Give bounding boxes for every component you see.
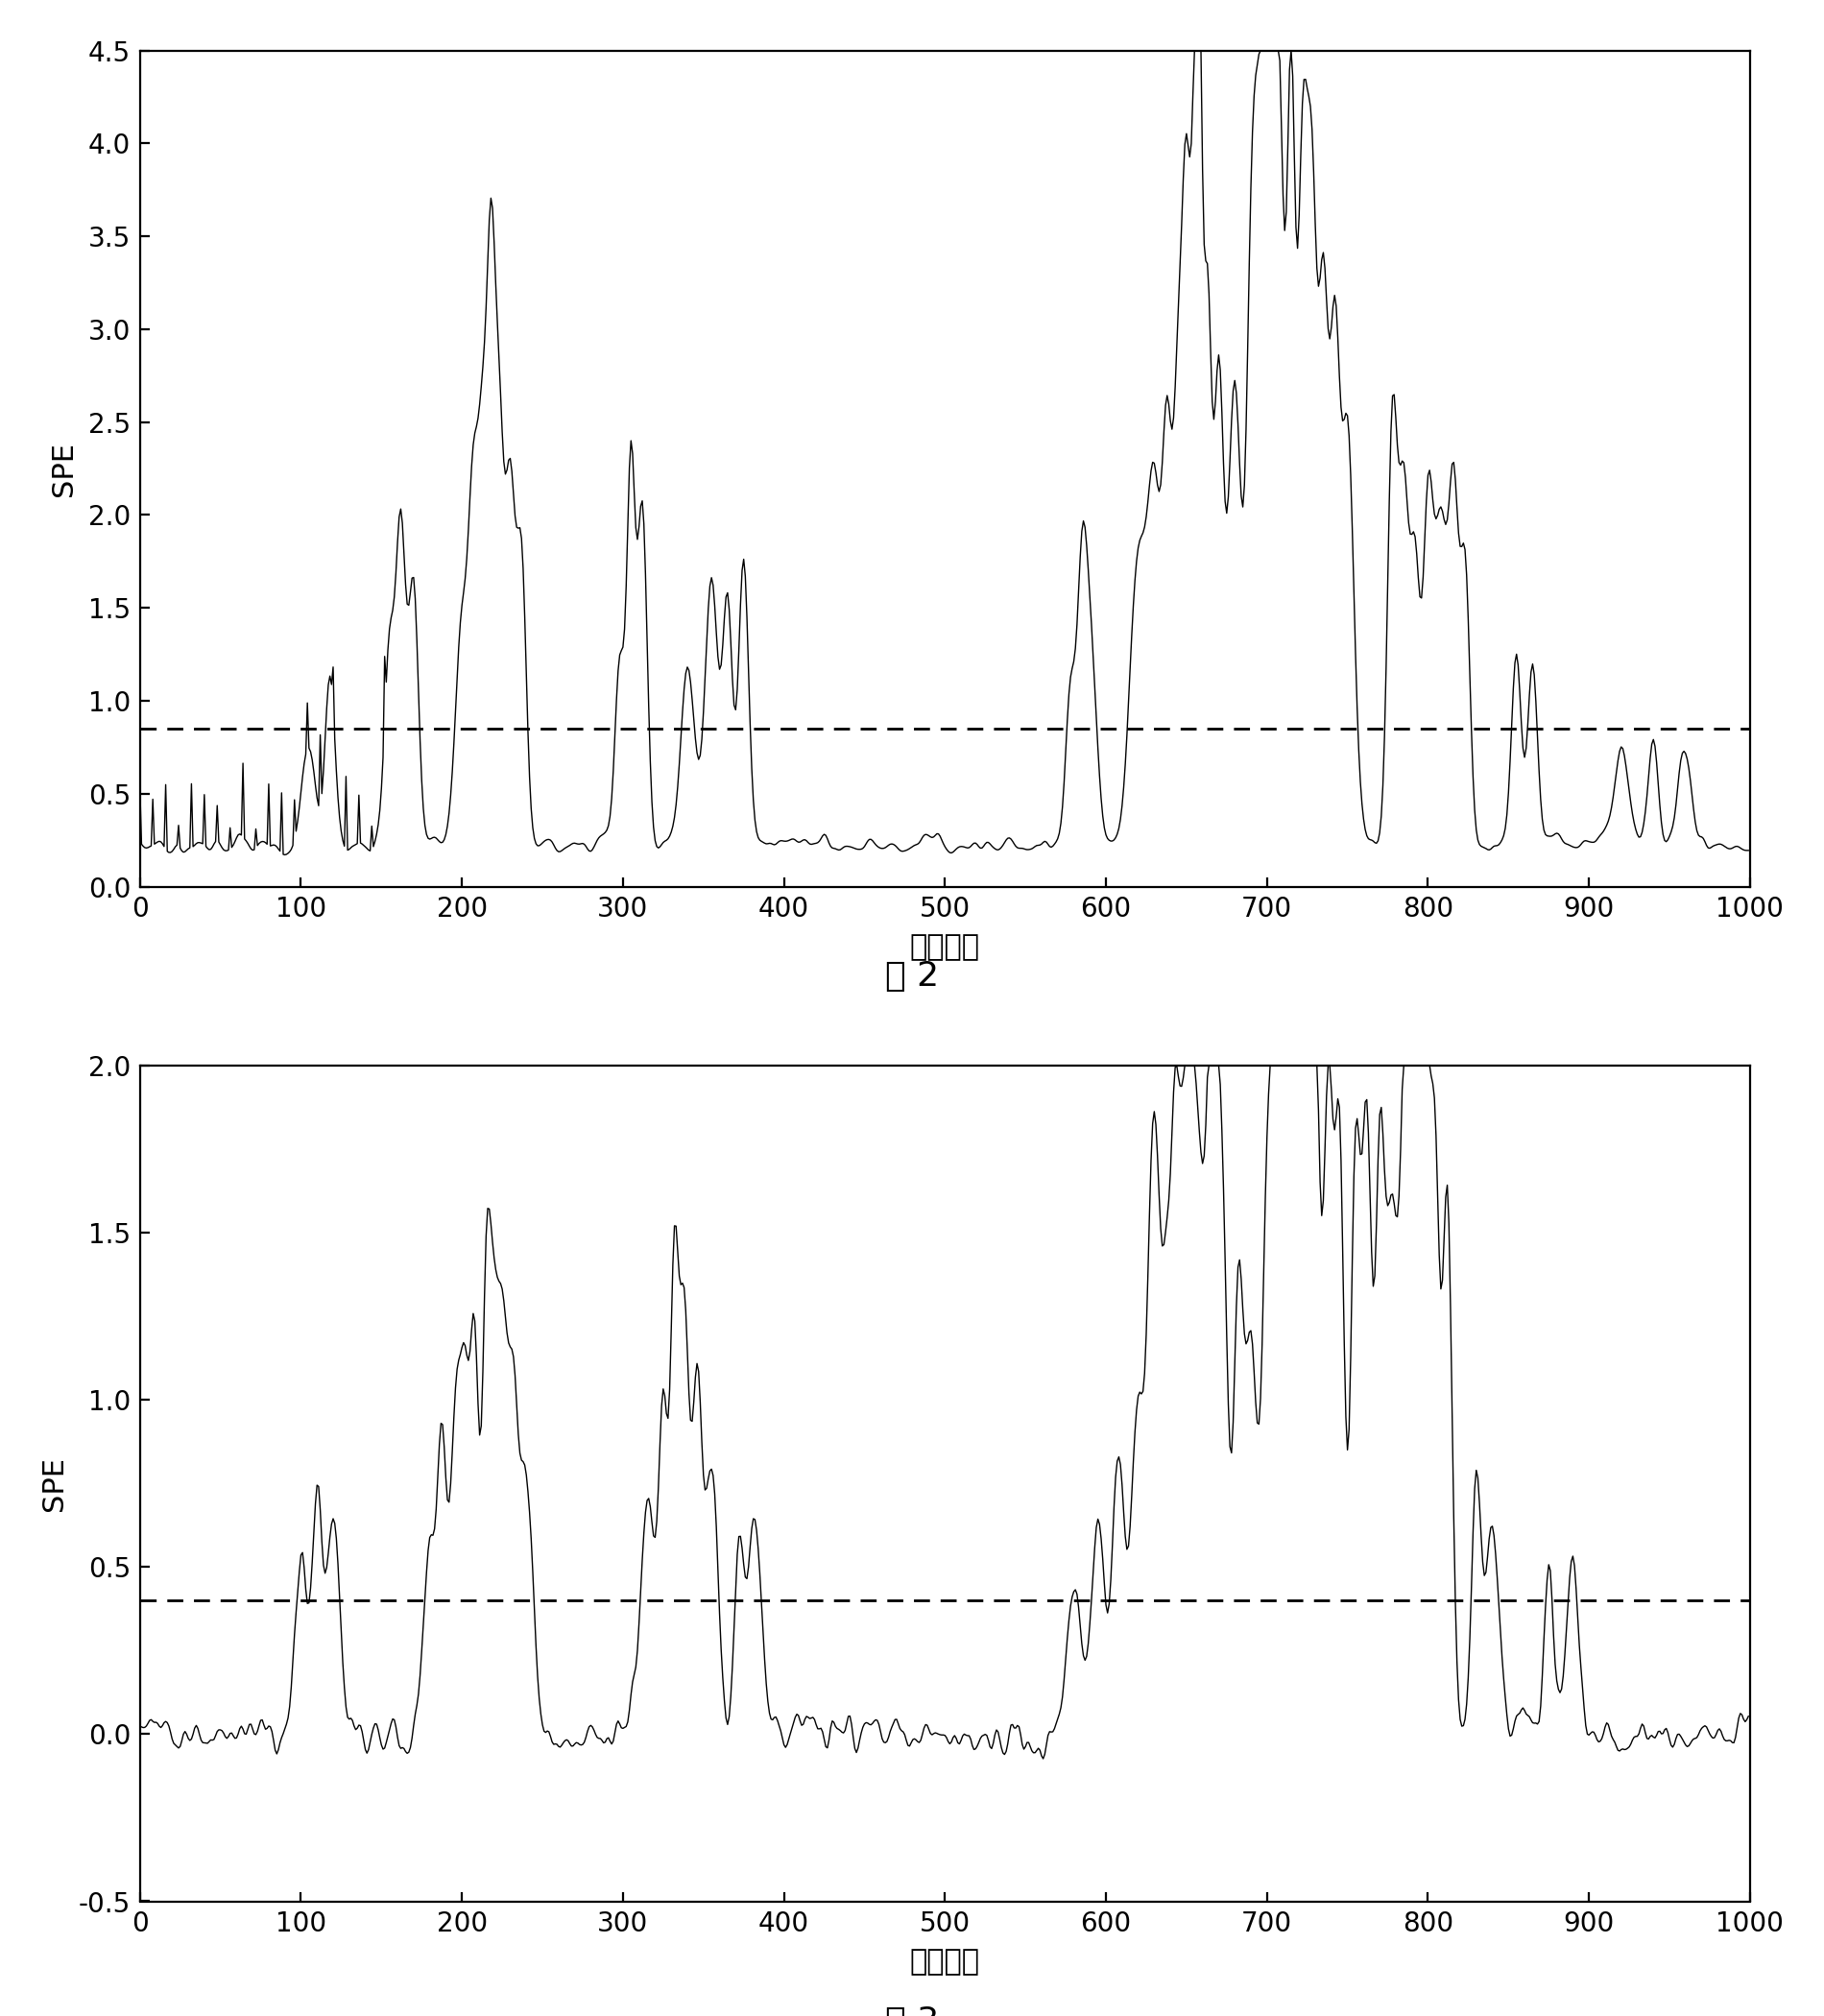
Y-axis label: SPE: SPE bbox=[49, 442, 77, 496]
Y-axis label: SPE: SPE bbox=[40, 1456, 67, 1510]
X-axis label: 采样次数: 采样次数 bbox=[910, 1947, 979, 1976]
X-axis label: 采样次数: 采样次数 bbox=[910, 933, 979, 962]
Text: 图 2: 图 2 bbox=[885, 960, 939, 992]
Text: 图 3: 图 3 bbox=[885, 2006, 939, 2016]
